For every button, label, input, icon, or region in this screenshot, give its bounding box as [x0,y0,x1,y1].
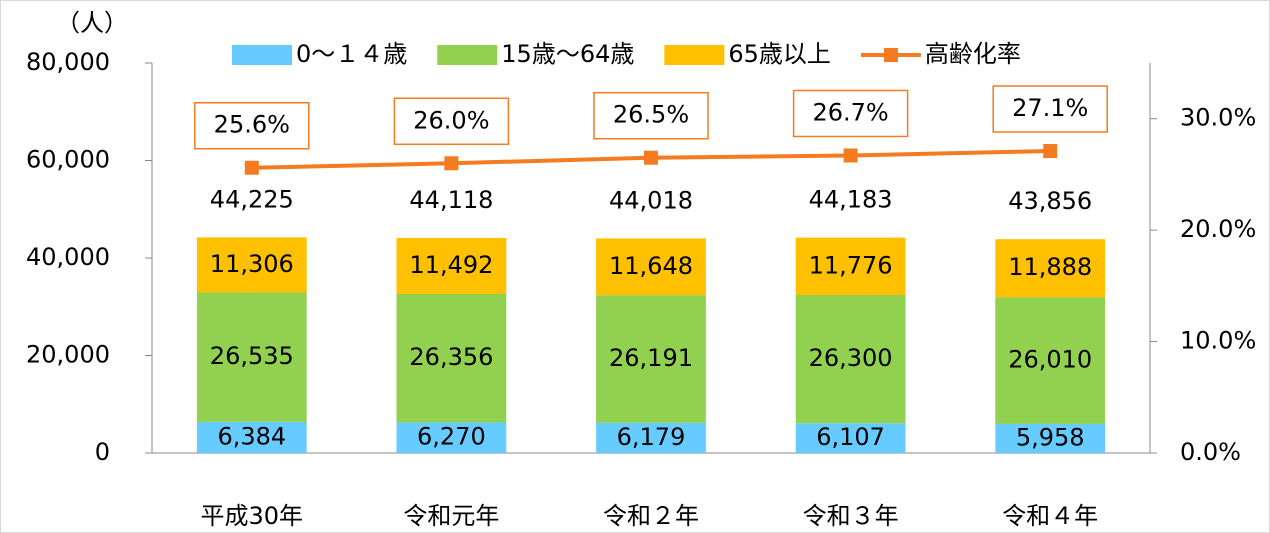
bar-segment [995,423,1106,453]
y2-tick-label: 0.0% [1180,438,1241,466]
total-label: 44,118 [409,186,493,214]
y2-tick-label: 10.0% [1180,327,1256,355]
total-label: 44,018 [609,186,693,214]
line-label-box [792,89,909,138]
y-tick-label: 80,000 [26,48,110,76]
legend-swatch-marker [883,48,898,62]
bar-value-label: 26,010 [1008,346,1092,374]
line-marker [244,160,259,175]
bar-value-label: 6,179 [617,423,686,451]
bar-segment [795,295,906,424]
bar-value-label: 6,107 [816,423,885,451]
line-value-label: 26.7% [812,98,888,126]
y-tick-label: 60,000 [26,146,110,174]
y-tick-label: 20,000 [26,341,110,369]
line-label-box [194,101,310,150]
total-label: 43,856 [1008,187,1092,215]
bar-value-label: 11,306 [210,250,294,278]
bar-value-label: 26,191 [609,344,693,372]
x-tick-label: 令和３年 [803,502,899,530]
y-tick-label: 40,000 [26,243,110,271]
y-tick-label: 0 [95,438,110,466]
bar-segment [596,422,706,453]
bar-value-label: 6,270 [417,423,486,451]
bar-segment [795,237,906,296]
bar-segment [196,237,307,293]
legend-swatch [664,45,725,65]
legend-label: 高齢化率 [925,40,1021,68]
bar-value-label: 5,958 [1016,423,1085,451]
y2-tick-label: 20.0% [1180,215,1256,243]
line-label-box [593,91,709,140]
legend-label: 15歳～64歳 [501,40,634,68]
line-value-label: 25.6% [214,111,290,139]
bar-segment [396,422,507,453]
line-marker [1043,144,1058,159]
bar-value-label: 26,535 [210,342,294,370]
x-tick-label: 令和４年 [1002,502,1098,530]
bar-segment [596,295,706,423]
legend-label: 0～１４歳 [296,40,407,68]
bar-value-label: 11,776 [809,251,893,279]
bar-segment [995,239,1106,298]
total-label: 44,183 [809,186,893,214]
legend-swatch [232,45,292,65]
y2-tick-label: 30.0% [1180,104,1256,132]
bar-segment [596,238,706,296]
bar-segment [795,423,906,453]
bar-value-label: 6,384 [217,422,286,450]
x-tick-label: 平成30年 [201,502,304,530]
bar-segment [196,292,307,422]
bar-segment [995,297,1106,424]
line-value-label: 26.0% [413,106,489,134]
line-marker [644,150,658,165]
bar-value-label: 26,356 [409,343,493,371]
bar-segment [396,237,507,294]
bar-value-label: 11,648 [609,252,693,280]
line-marker [843,148,858,163]
legend-label: 65歳以上 [728,40,831,68]
line-label-box [393,97,510,146]
y-axis-unit: （人） [56,9,128,37]
bar-value-label: 26,300 [809,344,893,372]
x-tick-label: 令和元年 [403,502,499,530]
bar-value-label: 11,492 [409,251,493,279]
bar-segment [396,293,507,423]
line-value-label: 26.5% [613,101,689,129]
bar-segment [196,421,307,453]
total-label: 44,225 [210,185,294,213]
line-value-label: 27.1% [1012,94,1088,122]
line-label-box [992,85,1108,133]
x-tick-label: 令和２年 [603,502,699,530]
line-marker [444,156,459,171]
legend-swatch [437,45,498,65]
bar-value-label: 11,888 [1008,253,1092,281]
